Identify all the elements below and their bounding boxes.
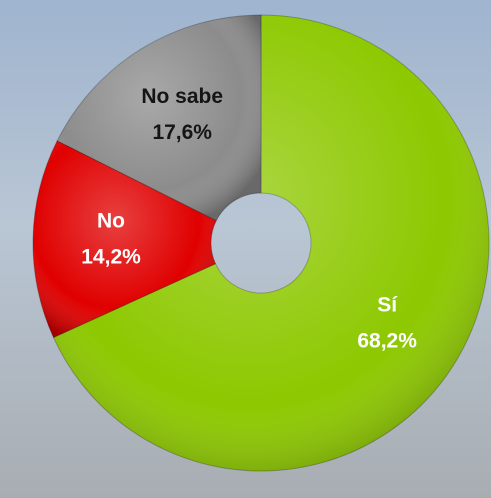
category-label: Sí [377, 294, 398, 317]
category-label: No sabe [141, 85, 223, 108]
chart: Sí 68,2% No 14,2% No sabe 17,6% [0, 0, 491, 498]
value-label: 17,6% [152, 121, 212, 144]
category-label: No [97, 210, 125, 233]
value-label: 14,2% [81, 246, 141, 269]
value-label: 68,2% [357, 330, 417, 353]
